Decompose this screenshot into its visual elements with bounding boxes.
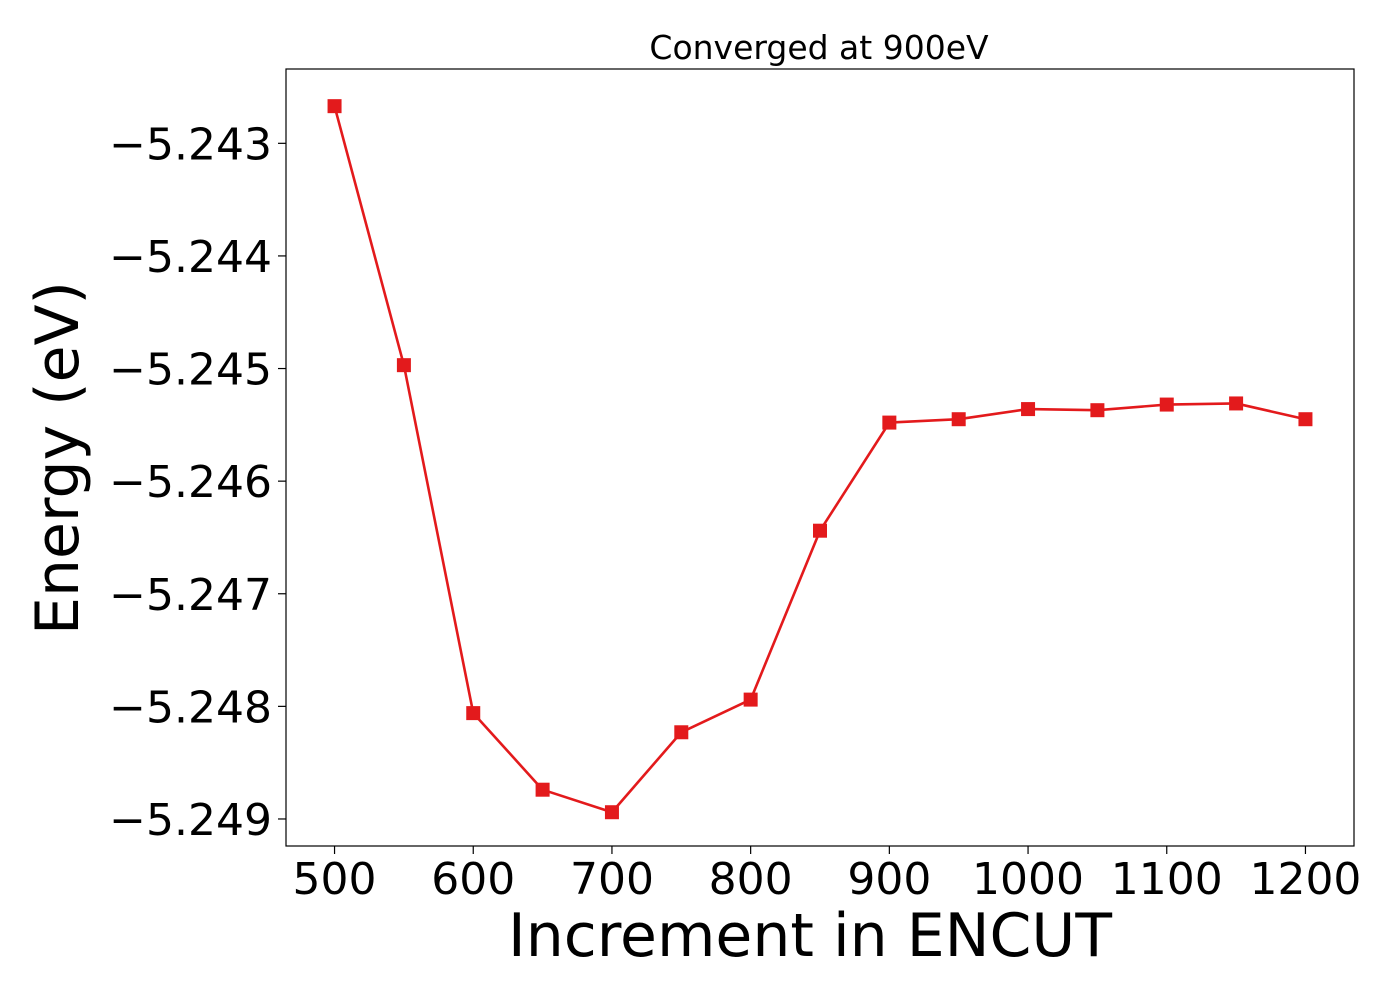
y-tick-label: −5.245 — [109, 345, 272, 396]
y-tick-label: −5.244 — [109, 232, 272, 283]
chart-title: Converged at 900eV — [649, 28, 989, 67]
x-tick-label: 1000 — [972, 854, 1084, 905]
data-point-marker — [604, 805, 619, 820]
y-tick-label: −5.247 — [109, 570, 272, 621]
data-point-marker — [1229, 396, 1244, 411]
data-point-marker — [743, 692, 758, 707]
plot-frame — [285, 68, 1355, 847]
y-axis-ticks: −5.243 −5.244 −5.245 −5.246 −5.247 −5.248 −5.2… — [109, 119, 286, 846]
series-layer — [327, 99, 1313, 820]
x-tick-label: 600 — [431, 854, 515, 905]
y-tick-label: −5.249 — [109, 795, 272, 846]
x-tick-label: 500 — [293, 854, 377, 905]
x-tick-label: 700 — [570, 854, 654, 905]
y-axis-title: Energy (eV) — [23, 281, 93, 635]
x-tick-label: 1200 — [1249, 854, 1361, 905]
x-axis-title: Increment in ENCUT — [508, 901, 1112, 971]
data-point-marker — [813, 523, 827, 538]
data-point-marker — [1298, 412, 1313, 427]
data-point-marker — [535, 782, 550, 797]
x-tick-label: 800 — [709, 854, 793, 905]
x-tick-label: 1100 — [1111, 854, 1223, 905]
y-tick-label: −5.243 — [109, 119, 272, 170]
data-point-marker — [674, 725, 689, 740]
data-point-marker — [327, 99, 342, 114]
x-tick-label: 900 — [847, 854, 931, 905]
y-tick-label: −5.248 — [109, 682, 272, 733]
data-point-marker — [1021, 402, 1036, 417]
data-point-marker — [396, 358, 411, 373]
data-point-marker — [1090, 403, 1105, 418]
data-point-marker — [882, 415, 897, 430]
y-tick-label: −5.246 — [109, 457, 272, 508]
data-point-marker — [951, 412, 966, 427]
data-point-marker — [1159, 397, 1174, 412]
x-axis-ticks: 500 600 700 800 900 1000 1100 1200 — [293, 846, 1361, 905]
data-point-marker — [466, 706, 481, 721]
